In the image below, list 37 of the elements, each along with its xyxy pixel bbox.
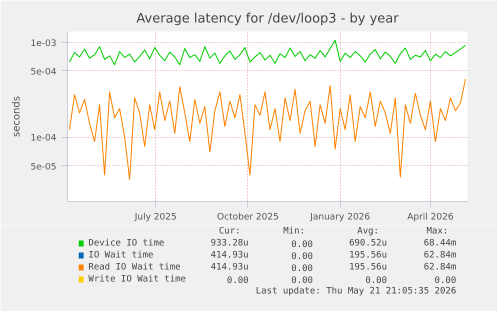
legend-label: IO Wait time [88,250,154,260]
x-tick-label: October 2025 [217,212,279,222]
y-tick-label: 1e-03 [30,38,57,49]
legend-label: Write IO Wait time [88,274,186,284]
text: 62.84m [424,262,456,272]
text: 62.84m [424,250,456,260]
x-tick-label: January 2026 [309,212,370,222]
text: Max: [426,226,448,236]
y-tick-label: 5e-05 [30,162,57,172]
text: 0.00 [226,276,249,286]
text: 0.00 [434,276,456,286]
y-tick-label: 5e-04 [30,67,57,78]
legend-label: Read IO Wait time [88,262,181,272]
chart-title: Average latency for /dev/loop3 - by year [136,12,400,26]
text: 0.00 [291,252,313,262]
text: Last update: Thu May 21 21:05:35 2026 [256,286,456,296]
text: 0.00 [291,264,313,274]
text: 0.00 [291,240,313,250]
line-series [69,40,466,66]
text: 68.44m [424,238,456,248]
legend-label: Device IO time [88,238,164,248]
y-tick-label: 1e-04 [30,134,57,144]
text: 0.00 [365,276,388,286]
text: Avg: [357,226,379,236]
x-tick-label: April 2026 [407,212,454,222]
text: 195.56u [349,250,388,260]
text: Cur: [218,226,241,236]
text: 0.00 [291,276,313,286]
line-series [69,78,466,180]
text: 414.93u [210,262,249,272]
text: 690.52u [349,238,388,248]
y-axis-title: seconds [12,96,23,137]
x-tick-label: July 2025 [134,212,177,222]
text: 195.56u [349,262,388,272]
text: Min: [283,226,305,236]
text: 933.28u [210,238,249,248]
text: 414.93u [210,250,249,260]
